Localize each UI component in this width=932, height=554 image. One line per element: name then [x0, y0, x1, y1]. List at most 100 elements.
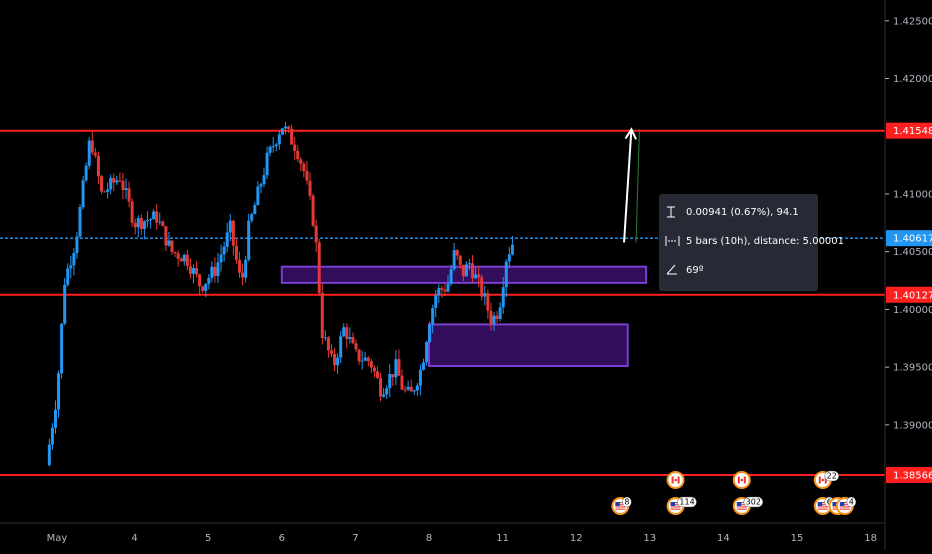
time-tick-label-9: 14 [717, 533, 730, 544]
bars-range-icon [665, 236, 680, 246]
candle-body-135 [461, 264, 465, 277]
candle-body-18 [103, 191, 107, 193]
candle-body-141 [480, 277, 484, 297]
projection-trend-line [635, 129, 640, 243]
candle-body-86 [311, 195, 315, 226]
canada-event-icon-1[interactable] [666, 471, 685, 489]
candle-body-136 [464, 264, 468, 277]
candle-body-20 [109, 177, 113, 190]
time-axis[interactable]: May 4 5 6 7 8 11 12 13 14 15 18 [47, 533, 877, 544]
candle-body-10 [78, 207, 82, 237]
candle-body-32 [145, 220, 149, 222]
candle-body-55 [216, 262, 220, 276]
candle-body-74 [274, 144, 278, 147]
event-count-label-5: 22 [827, 472, 837, 481]
candle-body-139 [474, 274, 478, 279]
candle-body-44 [182, 254, 186, 262]
candle-body-52 [207, 277, 211, 284]
price-tick-label-5: 1.39500 [893, 363, 932, 374]
candle-body-14 [90, 140, 94, 153]
candle-body-147 [498, 307, 502, 319]
usa-event-icon-4[interactable]: 302 [732, 496, 764, 515]
candle-body-49 [198, 274, 202, 287]
candle-body-148 [501, 287, 505, 308]
candle-body-1 [50, 427, 54, 445]
candle-body-98 [348, 337, 352, 339]
candle-body-116 [403, 389, 407, 391]
candle-body-6 [66, 268, 70, 285]
candle-body-108 [379, 378, 383, 397]
candle-body-38 [164, 226, 168, 246]
candle-body-33 [149, 219, 153, 221]
candle-body-68 [256, 186, 260, 206]
candle-body-132 [452, 250, 456, 270]
candle-body-82 [299, 159, 303, 164]
time-tick-label-7: 12 [570, 533, 583, 544]
candle-body-48 [195, 268, 199, 275]
candle-body-45 [185, 254, 189, 267]
price-labels-layer: 1.41548 1.40127 1.38566 1.40617 [886, 122, 932, 483]
candle-body-119 [412, 390, 416, 392]
candle-body-100 [354, 343, 358, 350]
usa-event-icon-2[interactable]: 114 [666, 496, 697, 515]
usa-event-icon-6[interactable]: 6 [813, 496, 835, 515]
price-tag-bg-3 [886, 230, 932, 247]
tooltip-angle: 69º [686, 265, 704, 276]
candle-body-13 [87, 140, 91, 166]
candle-body-138 [471, 263, 475, 279]
candle-body-11 [81, 180, 85, 208]
price-tag-label-3: 1.40617 [893, 234, 932, 245]
candle-body-30 [139, 218, 143, 230]
candle-body-80 [293, 144, 297, 151]
candle-body-37 [161, 221, 165, 227]
candle-body-87 [314, 225, 318, 243]
candle-body-36 [158, 221, 162, 223]
candle-body-78 [287, 126, 291, 129]
candle-body-105 [369, 361, 373, 368]
candle-body-63 [241, 272, 245, 278]
candle-body-123 [425, 342, 429, 363]
canada-event-icon-5[interactable]: 22 [813, 470, 840, 489]
usa-event-icon-8[interactable]: 4 [835, 496, 857, 515]
candle-body-15 [93, 152, 97, 156]
candle-body-79 [290, 128, 294, 145]
candle-body-53 [210, 266, 214, 278]
event-count-label-4: 302 [746, 498, 761, 507]
candle-body-143 [486, 293, 490, 311]
time-tick-label-1: 4 [131, 533, 137, 544]
candle-body-91 [326, 337, 330, 351]
candle-body-65 [247, 220, 251, 260]
candle-body-21 [112, 177, 116, 183]
candle-body-31 [142, 221, 146, 230]
time-tick-label-5: 8 [426, 533, 432, 544]
candle-body-47 [191, 268, 195, 274]
price-axis[interactable]: 1.42500 1.42000 1.41000 1.40500 1.40000 1.395… [885, 16, 932, 431]
usa-event-icon-0[interactable]: 8 [611, 496, 632, 515]
candle-body-34 [152, 211, 156, 220]
price-tag-label-2: 1.38566 [893, 470, 932, 481]
candle-body-39 [167, 240, 171, 246]
candle-body-26 [127, 188, 131, 202]
candle-body-77 [283, 126, 287, 129]
candle-body-122 [421, 362, 425, 370]
price-tag-label-0: 1.41548 [893, 126, 932, 137]
candle-body-102 [360, 360, 364, 362]
projection-arrow-line[interactable] [623, 129, 633, 243]
measure-tooltip: 0.00941 (0.67%), 94.1 5 bars (10h), dist… [659, 194, 844, 291]
candle-body-103 [363, 357, 367, 361]
candle-body-5 [63, 284, 67, 324]
candle-body-110 [385, 388, 389, 395]
lower-zone[interactable] [428, 323, 629, 367]
candle-body-97 [345, 327, 349, 339]
canada-event-icon-3[interactable] [732, 471, 751, 489]
candle-body-144 [489, 310, 493, 325]
candle-body-56 [219, 254, 223, 263]
tooltip-bars-distance: 5 bars (10h), distance: 5.00001 [686, 236, 844, 247]
event-count-label-6: 6 [827, 498, 832, 507]
drawings-layer [623, 127, 640, 243]
candle-body-50 [201, 286, 205, 291]
candle-body-51 [204, 283, 208, 291]
tooltip-background [659, 194, 818, 291]
